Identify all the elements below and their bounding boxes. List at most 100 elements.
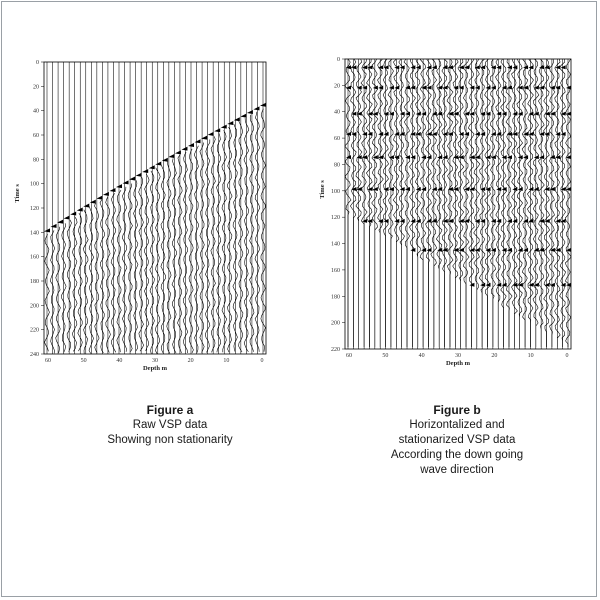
event-peak	[501, 247, 507, 252]
trace-wiggle	[462, 58, 470, 347]
y-tick-label: 220	[331, 347, 340, 353]
trace-wiggle	[430, 58, 438, 347]
event-peak	[464, 131, 470, 136]
event-peak	[523, 247, 529, 252]
event-peak	[501, 282, 507, 287]
trace-wiggle	[495, 58, 502, 347]
trace-wiggle	[254, 111, 261, 352]
event-peak	[367, 187, 373, 191]
event-peak	[378, 85, 384, 90]
first-break-peak	[174, 150, 181, 155]
event-peak	[410, 85, 416, 90]
event-peak	[362, 131, 368, 136]
y-tick-label: 200	[331, 321, 340, 327]
event-peak	[426, 85, 432, 90]
event-peak	[378, 65, 384, 70]
event-peak	[517, 282, 523, 287]
event-peak	[560, 187, 566, 191]
y-tick-label: 40	[334, 110, 340, 116]
event-peak	[437, 85, 443, 90]
y-tick-label: 240	[30, 352, 39, 358]
event-peak	[378, 218, 384, 223]
first-break-peak	[253, 106, 260, 111]
y-tick-label: 80	[33, 157, 39, 163]
first-break-peak	[220, 124, 227, 129]
event-peak	[405, 155, 411, 160]
seismic-plot-horizontalized-vsp: 0 20 40 60 80 100 120 140 160 180 200 220 60 50 40 30 20…	[318, 52, 586, 382]
event-peak	[533, 111, 539, 116]
event-peak	[539, 247, 545, 252]
event-peak	[458, 131, 464, 136]
first-break-peak	[96, 195, 103, 200]
plot-border	[344, 58, 572, 350]
event-peak	[356, 85, 362, 90]
trace-wiggle	[182, 151, 189, 354]
event-peak	[517, 155, 523, 160]
event-peak	[351, 131, 357, 136]
trace-wiggle	[66, 219, 72, 352]
event-peak	[496, 111, 502, 116]
event-peak	[512, 282, 518, 287]
x-tick-label: 50	[81, 358, 87, 364]
event-peak	[399, 131, 405, 136]
x-axis-label: Depth m	[446, 360, 471, 367]
trace-wiggle	[365, 58, 373, 347]
event-peak	[356, 155, 362, 160]
first-break-peak	[201, 135, 208, 140]
event-peak	[442, 155, 448, 160]
x-tick-label: 30	[152, 358, 158, 364]
x-tick-label: 10	[223, 358, 229, 364]
trace-wiggle	[409, 58, 416, 347]
first-break-band	[44, 102, 266, 233]
figure-b-caption-line-3: According the down going	[390, 449, 524, 461]
x-tick-label: 40	[116, 358, 122, 364]
event-peak	[442, 247, 448, 252]
event-peak	[442, 218, 448, 223]
event-peak	[506, 247, 512, 252]
horizontal-event-peaks	[346, 65, 571, 287]
event-peak	[506, 218, 512, 223]
trace-wiggle	[94, 203, 100, 354]
trace-wiggle	[88, 206, 95, 354]
first-break-peak	[135, 172, 142, 177]
trace-wiggle	[77, 212, 83, 352]
trace-wiggle	[382, 58, 389, 347]
event-peak	[394, 155, 400, 160]
event-peak	[458, 155, 464, 160]
figure-a-caption-line-1: Raw VSP data	[132, 419, 208, 431]
event-peak	[351, 187, 357, 191]
event-peak	[453, 155, 459, 160]
trace-wiggle	[425, 58, 432, 347]
event-peak	[490, 247, 496, 252]
event-peak	[485, 187, 491, 191]
event-peak	[469, 247, 475, 252]
event-peak	[469, 187, 475, 191]
event-peak	[496, 131, 502, 136]
event-peak	[523, 218, 529, 223]
event-peak	[549, 282, 555, 287]
trace-wiggle	[355, 58, 363, 347]
event-peak	[437, 247, 443, 252]
event-peak	[458, 85, 464, 90]
first-break-peak	[129, 176, 136, 181]
event-peak	[405, 187, 411, 191]
event-peak	[485, 111, 491, 116]
event-peak	[442, 131, 448, 136]
trace-wiggle	[72, 216, 78, 352]
event-peak	[566, 85, 571, 90]
trace-wiggle	[559, 58, 566, 347]
first-break-peak	[122, 180, 129, 185]
event-peak	[431, 65, 437, 70]
trace-wiggle	[387, 58, 394, 347]
trace-wiggle	[238, 120, 244, 353]
seismic-plot-raw-vsp: 0 20 40 60 80 100 120 140 160 180 200 220 240 60 50 40 3…	[14, 55, 280, 385]
trace-wiggle	[392, 58, 400, 347]
figure-b-caption: Figure b Horizontalized and stationarize…	[382, 403, 532, 478]
y-axis-label: Time s	[14, 184, 21, 203]
event-peak	[544, 187, 550, 191]
y-tick-label: 20	[33, 84, 39, 90]
event-peak	[539, 85, 545, 90]
